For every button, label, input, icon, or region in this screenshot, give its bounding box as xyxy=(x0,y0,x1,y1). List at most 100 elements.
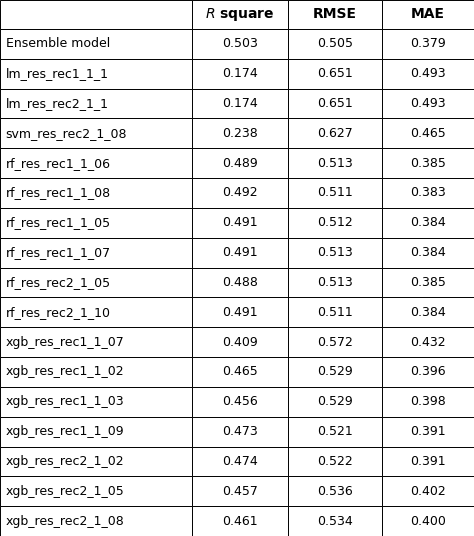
Bar xyxy=(288,387,382,416)
Bar xyxy=(0,446,192,477)
Bar xyxy=(0,0,192,29)
Bar xyxy=(382,0,474,29)
Text: 0.473: 0.473 xyxy=(222,425,258,438)
Text: 0.396: 0.396 xyxy=(410,366,446,378)
Text: 0.534: 0.534 xyxy=(317,515,353,527)
Text: 0.383: 0.383 xyxy=(410,187,446,199)
Text: 0.384: 0.384 xyxy=(410,217,446,229)
Text: lm_res_rec1_1_1: lm_res_rec1_1_1 xyxy=(6,67,109,80)
Bar xyxy=(192,297,288,327)
Bar xyxy=(382,446,474,477)
Bar xyxy=(288,238,382,267)
Text: $R$ square: $R$ square xyxy=(205,6,274,23)
Text: 0.402: 0.402 xyxy=(410,485,446,498)
Bar xyxy=(382,357,474,387)
Bar xyxy=(192,416,288,446)
Text: 0.492: 0.492 xyxy=(222,187,258,199)
Text: rf_res_rec2_1_10: rf_res_rec2_1_10 xyxy=(6,306,111,319)
Bar xyxy=(288,29,382,59)
Text: 0.493: 0.493 xyxy=(410,67,446,80)
Bar xyxy=(0,118,192,148)
Text: 0.491: 0.491 xyxy=(222,306,258,319)
Bar xyxy=(382,88,474,118)
Bar xyxy=(382,59,474,88)
Bar xyxy=(192,506,288,536)
Bar xyxy=(0,208,192,238)
Text: 0.174: 0.174 xyxy=(222,67,258,80)
Bar xyxy=(192,208,288,238)
Text: xgb_res_rec2_1_02: xgb_res_rec2_1_02 xyxy=(6,455,124,468)
Text: 0.491: 0.491 xyxy=(222,246,258,259)
Bar xyxy=(0,238,192,267)
Bar xyxy=(192,118,288,148)
Bar xyxy=(288,297,382,327)
Bar xyxy=(288,178,382,208)
Bar xyxy=(192,238,288,267)
Bar xyxy=(0,477,192,506)
Bar xyxy=(0,506,192,536)
Bar xyxy=(192,446,288,477)
Text: 0.379: 0.379 xyxy=(410,38,446,50)
Bar xyxy=(192,267,288,297)
Text: xgb_res_rec2_1_05: xgb_res_rec2_1_05 xyxy=(6,485,125,498)
Text: 0.457: 0.457 xyxy=(222,485,258,498)
Text: 0.400: 0.400 xyxy=(410,515,446,527)
Bar xyxy=(382,178,474,208)
Text: 0.461: 0.461 xyxy=(222,515,258,527)
Bar xyxy=(192,327,288,357)
Text: 0.521: 0.521 xyxy=(317,425,353,438)
Bar xyxy=(192,0,288,29)
Text: 0.529: 0.529 xyxy=(317,366,353,378)
Text: 0.384: 0.384 xyxy=(410,306,446,319)
Bar xyxy=(382,506,474,536)
Bar xyxy=(288,208,382,238)
Text: 0.529: 0.529 xyxy=(317,395,353,408)
Text: 0.238: 0.238 xyxy=(222,127,258,140)
Bar xyxy=(192,29,288,59)
Text: 0.505: 0.505 xyxy=(317,38,353,50)
Bar xyxy=(288,477,382,506)
Text: 0.511: 0.511 xyxy=(317,187,353,199)
Text: xgb_res_rec1_1_02: xgb_res_rec1_1_02 xyxy=(6,366,124,378)
Bar xyxy=(382,29,474,59)
Bar xyxy=(0,327,192,357)
Bar xyxy=(288,148,382,178)
Bar xyxy=(0,267,192,297)
Text: 0.493: 0.493 xyxy=(410,97,446,110)
Bar xyxy=(0,29,192,59)
Text: 0.503: 0.503 xyxy=(222,38,258,50)
Bar xyxy=(382,297,474,327)
Text: 0.391: 0.391 xyxy=(410,425,446,438)
Bar xyxy=(0,88,192,118)
Text: 0.409: 0.409 xyxy=(222,336,258,348)
Bar xyxy=(0,178,192,208)
Bar xyxy=(192,148,288,178)
Bar xyxy=(288,327,382,357)
Bar xyxy=(288,88,382,118)
Bar xyxy=(0,297,192,327)
Bar xyxy=(0,59,192,88)
Bar xyxy=(382,148,474,178)
Text: rf_res_rec1_1_08: rf_res_rec1_1_08 xyxy=(6,187,111,199)
Text: MAE: MAE xyxy=(411,8,445,21)
Bar xyxy=(382,327,474,357)
Text: rf_res_rec1_1_05: rf_res_rec1_1_05 xyxy=(6,217,111,229)
Bar xyxy=(288,0,382,29)
Text: 0.512: 0.512 xyxy=(317,217,353,229)
Bar xyxy=(288,267,382,297)
Bar xyxy=(192,178,288,208)
Text: lm_res_rec2_1_1: lm_res_rec2_1_1 xyxy=(6,97,109,110)
Text: 0.572: 0.572 xyxy=(317,336,353,348)
Text: 0.513: 0.513 xyxy=(317,246,353,259)
Bar xyxy=(382,238,474,267)
Bar xyxy=(288,118,382,148)
Bar xyxy=(192,357,288,387)
Bar xyxy=(0,148,192,178)
Text: 0.432: 0.432 xyxy=(410,336,446,348)
Bar xyxy=(382,387,474,416)
Bar xyxy=(382,267,474,297)
Bar xyxy=(0,416,192,446)
Text: xgb_res_rec1_1_03: xgb_res_rec1_1_03 xyxy=(6,395,124,408)
Bar xyxy=(288,446,382,477)
Text: 0.651: 0.651 xyxy=(317,67,353,80)
